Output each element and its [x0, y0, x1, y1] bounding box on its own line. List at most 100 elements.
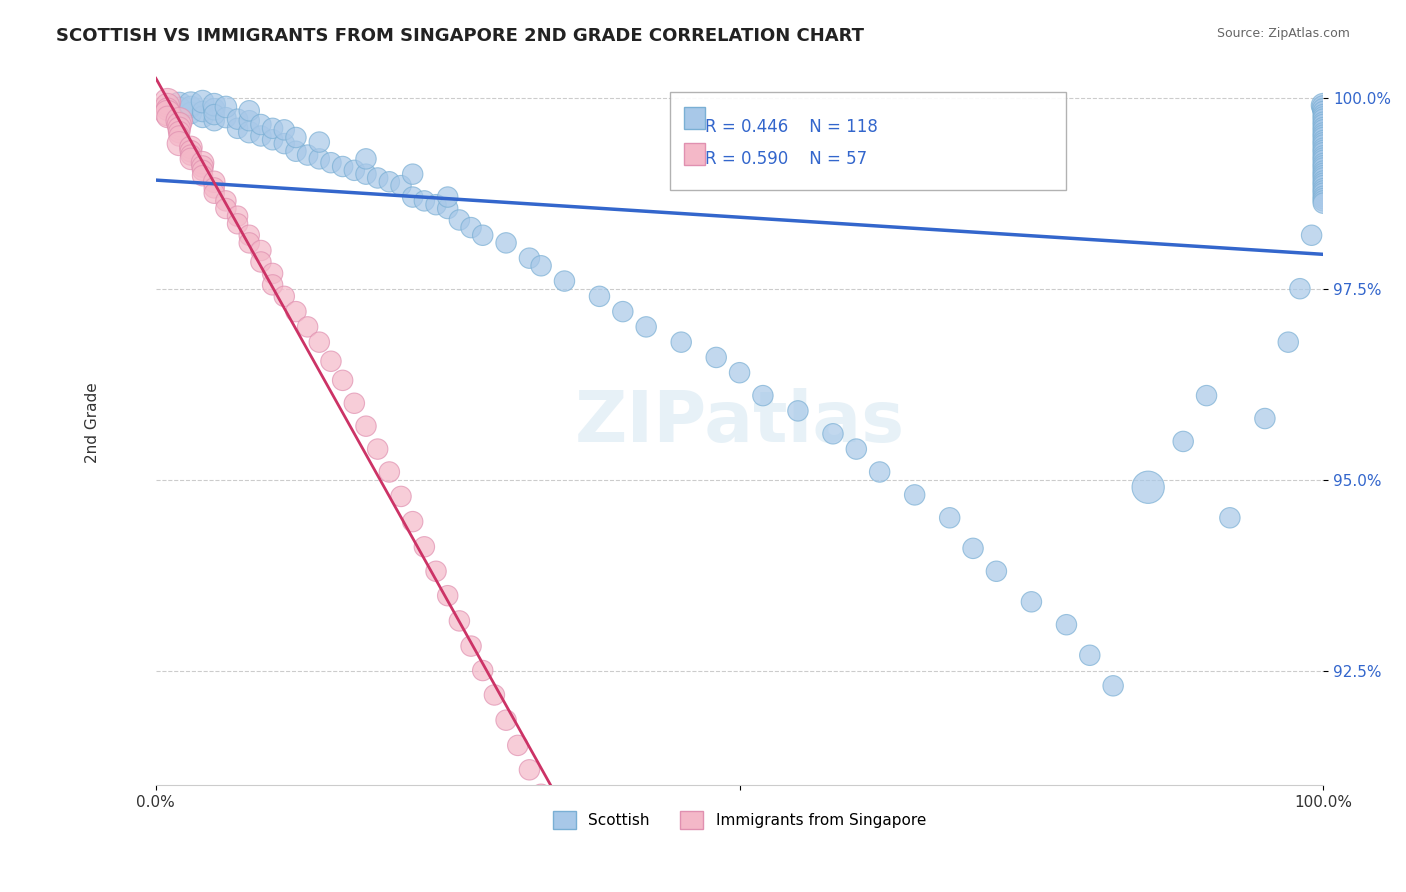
Point [167, 113, 190, 128]
Point [297, 148, 319, 162]
Point [367, 171, 389, 186]
Point [167, 98, 190, 112]
Point [425, 564, 447, 578]
Point [167, 125, 190, 139]
Point [1312, 115, 1334, 129]
Point [191, 169, 214, 183]
Point [1021, 595, 1043, 609]
Point [519, 763, 541, 777]
Point [1312, 145, 1334, 160]
Point [167, 136, 190, 151]
Point [215, 100, 238, 114]
Text: SCOTTISH VS IMMIGRANTS FROM SINGAPORE 2ND GRADE CORRELATION CHART: SCOTTISH VS IMMIGRANTS FROM SINGAPORE 2N… [56, 27, 865, 45]
Point [541, 813, 564, 827]
Point [273, 123, 295, 137]
Point [1312, 182, 1334, 196]
Point [156, 106, 179, 120]
Point [821, 426, 844, 441]
Point [354, 152, 377, 166]
Point [367, 442, 389, 456]
Point [389, 490, 412, 504]
Point [202, 107, 225, 121]
Point [1137, 480, 1160, 494]
Point [1054, 617, 1077, 632]
Point [1312, 112, 1334, 127]
Point [1312, 107, 1334, 121]
Point [1173, 434, 1195, 449]
Point [1312, 161, 1334, 175]
Point [238, 228, 260, 243]
Point [250, 255, 273, 269]
Point [471, 664, 494, 678]
Point [1312, 177, 1334, 191]
Point [250, 118, 273, 132]
Point [1301, 228, 1323, 243]
Point [156, 110, 179, 124]
Point [389, 178, 412, 193]
Point [1312, 156, 1334, 170]
Point [1312, 171, 1334, 186]
Text: Source: ZipAtlas.com: Source: ZipAtlas.com [1216, 27, 1350, 40]
Point [332, 373, 354, 387]
Point [413, 540, 436, 554]
Point [1312, 164, 1334, 178]
Point [1312, 169, 1334, 183]
Point [553, 274, 575, 288]
Point [436, 202, 458, 216]
Point [1312, 178, 1334, 193]
Point [752, 389, 775, 403]
Point [319, 155, 342, 169]
Point [1312, 100, 1334, 114]
Point [460, 639, 482, 653]
Text: ZIPatlas: ZIPatlas [575, 388, 904, 457]
Point [215, 202, 238, 216]
Point [449, 213, 471, 227]
Point [728, 366, 751, 380]
Point [308, 335, 330, 350]
Point [704, 351, 727, 365]
Point [495, 235, 517, 250]
Point [1289, 282, 1312, 296]
Point [449, 614, 471, 628]
Point [519, 251, 541, 265]
Point [484, 688, 506, 702]
Point [156, 95, 179, 109]
Bar [683, 143, 704, 165]
Point [1312, 174, 1334, 188]
Point [1312, 118, 1334, 132]
Point [343, 396, 366, 410]
Point [1219, 510, 1241, 524]
Point [191, 155, 214, 169]
Point [588, 289, 610, 303]
Point [1312, 136, 1334, 150]
Point [308, 135, 330, 149]
Legend: Scottish, Immigrants from Singapore: Scottish, Immigrants from Singapore [547, 805, 932, 836]
Point [250, 244, 273, 258]
Point [156, 98, 179, 112]
Point [262, 133, 284, 147]
Point [1312, 151, 1334, 165]
Point [495, 713, 517, 727]
Point [436, 190, 458, 204]
Point [1312, 130, 1334, 145]
Point [343, 163, 366, 178]
Point [262, 267, 284, 281]
Point [191, 110, 214, 124]
Point [273, 136, 295, 151]
Point [319, 354, 342, 368]
Point [191, 160, 214, 174]
Point [180, 106, 202, 120]
Point [425, 197, 447, 211]
Point [180, 145, 202, 159]
Point [1312, 159, 1334, 173]
Point [1312, 194, 1334, 208]
Point [1312, 110, 1334, 124]
Point [191, 104, 214, 119]
Point [845, 442, 868, 456]
Point [553, 838, 575, 852]
Point [460, 220, 482, 235]
Point [1102, 679, 1125, 693]
Point [904, 488, 927, 502]
Point [297, 319, 319, 334]
Point [156, 102, 179, 116]
